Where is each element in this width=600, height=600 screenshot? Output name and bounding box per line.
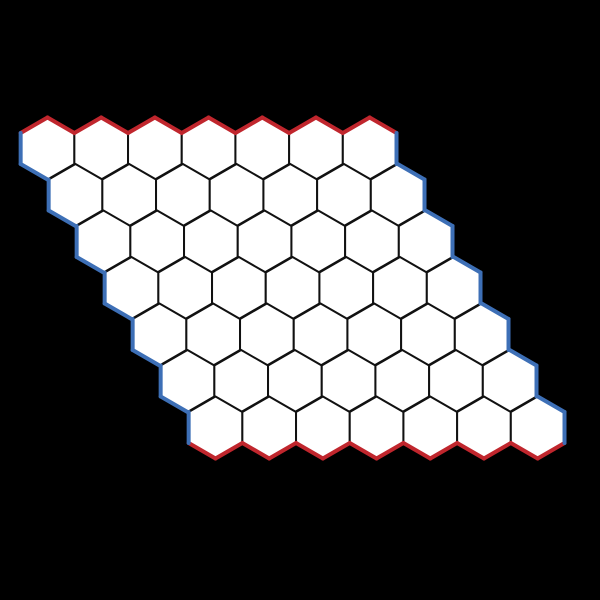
bottom-edge-segment [320,441,352,461]
left-edge-segment [46,208,78,228]
left-edge-segment [102,301,134,321]
bottom-edge-segment [186,441,218,461]
right-edge-segment [479,301,511,321]
right-edge-segment [423,208,455,228]
bottom-edge-segment [374,441,406,461]
top-edge-segment [126,115,157,135]
right-edge-segment [451,255,483,275]
left-edge-segment [130,348,162,368]
bottom-edge-segment [294,441,325,461]
bottom-edge-segment [508,441,540,461]
top-edge-segment [233,115,265,135]
bottom-edge-segment [213,441,245,461]
right-edge-segment [535,394,567,414]
right-edge-segment [395,162,427,182]
top-edge-segment [367,115,399,135]
bottom-edge-segment [401,441,433,461]
bottom-edge-segment [481,441,513,461]
left-edge-segment [158,394,190,414]
left-edge-segment [74,255,106,275]
top-edge-segment [179,115,211,135]
top-edge-segment [313,115,345,135]
left-edge-segment [18,162,50,182]
bottom-edge-segment [535,441,567,461]
top-edge-segment [206,115,238,135]
top-edge-segment [340,115,372,135]
bottom-edge-segment [455,441,486,461]
bottom-edge-segment [347,441,379,461]
top-edge-segment [287,115,318,135]
top-edge-segment [260,115,292,135]
top-edge-segment [45,115,77,135]
right-edge-segment [507,348,539,368]
bottom-edge-segment [428,441,460,461]
bottom-edge-segment [240,441,272,461]
bottom-edge-segment [267,441,299,461]
top-edge-segment [18,115,50,135]
top-edge-segment [72,115,104,135]
top-edge-segment [99,115,131,135]
top-edge-segment [152,115,184,135]
